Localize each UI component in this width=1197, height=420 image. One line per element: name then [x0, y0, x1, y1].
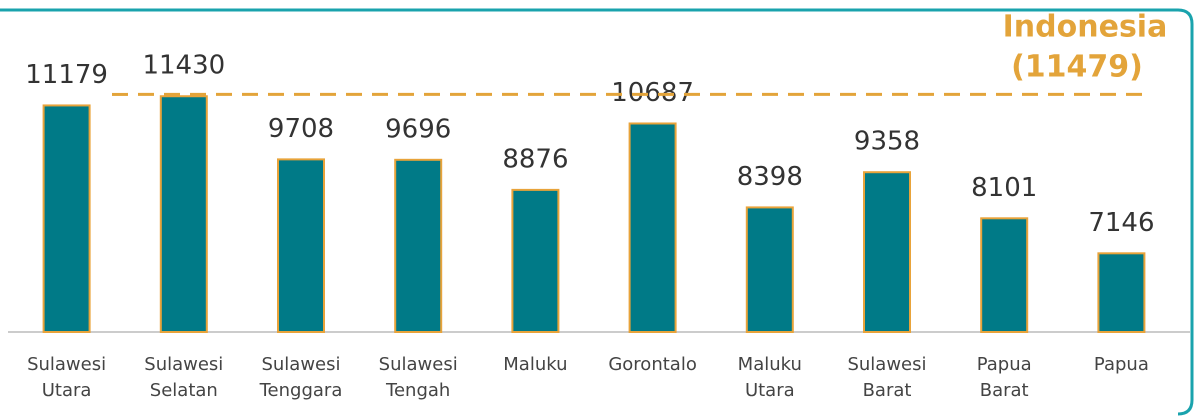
- x-tick-label: Sulawesi Utara: [27, 354, 107, 401]
- bar: [394, 158, 443, 333]
- x-tick-label: Sulawesi Selatan: [144, 354, 224, 401]
- bar: [42, 104, 91, 334]
- bar: [863, 171, 911, 333]
- value-label: 7146: [1088, 208, 1154, 238]
- x-tick-label: Sulawesi Tenggara: [259, 354, 343, 401]
- bar: [159, 95, 208, 333]
- bar: [277, 158, 325, 333]
- value-label: 8398: [737, 162, 803, 192]
- x-tick-label: Papua Barat: [976, 354, 1032, 401]
- reference-value-label: (11479): [1011, 50, 1143, 85]
- x-tick-label: Sulawesi Tengah: [378, 354, 458, 401]
- x-tick-label: Gorontalo: [608, 354, 697, 375]
- bar: [980, 217, 1029, 333]
- value-label: 8876: [502, 144, 568, 174]
- x-tick-label: Maluku Utara: [737, 354, 802, 401]
- value-label: 8101: [971, 173, 1037, 203]
- bar: [628, 122, 677, 333]
- bar: [511, 188, 560, 333]
- reference-label: Indonesia: [1003, 10, 1168, 45]
- x-tick-label: Sulawesi Barat: [847, 354, 927, 401]
- value-label: 9358: [854, 127, 920, 157]
- value-label: 11179: [25, 60, 108, 90]
- x-tick-label: Papua: [1093, 354, 1149, 375]
- frame: [0, 8, 1194, 416]
- value-label: 10687: [611, 78, 694, 108]
- x-tick-label: Maluku: [503, 354, 568, 375]
- value-label: 11430: [142, 51, 225, 81]
- bar: [745, 206, 794, 333]
- value-label: 9696: [385, 114, 451, 144]
- bar: [1097, 252, 1146, 334]
- value-label: 9708: [268, 114, 334, 144]
